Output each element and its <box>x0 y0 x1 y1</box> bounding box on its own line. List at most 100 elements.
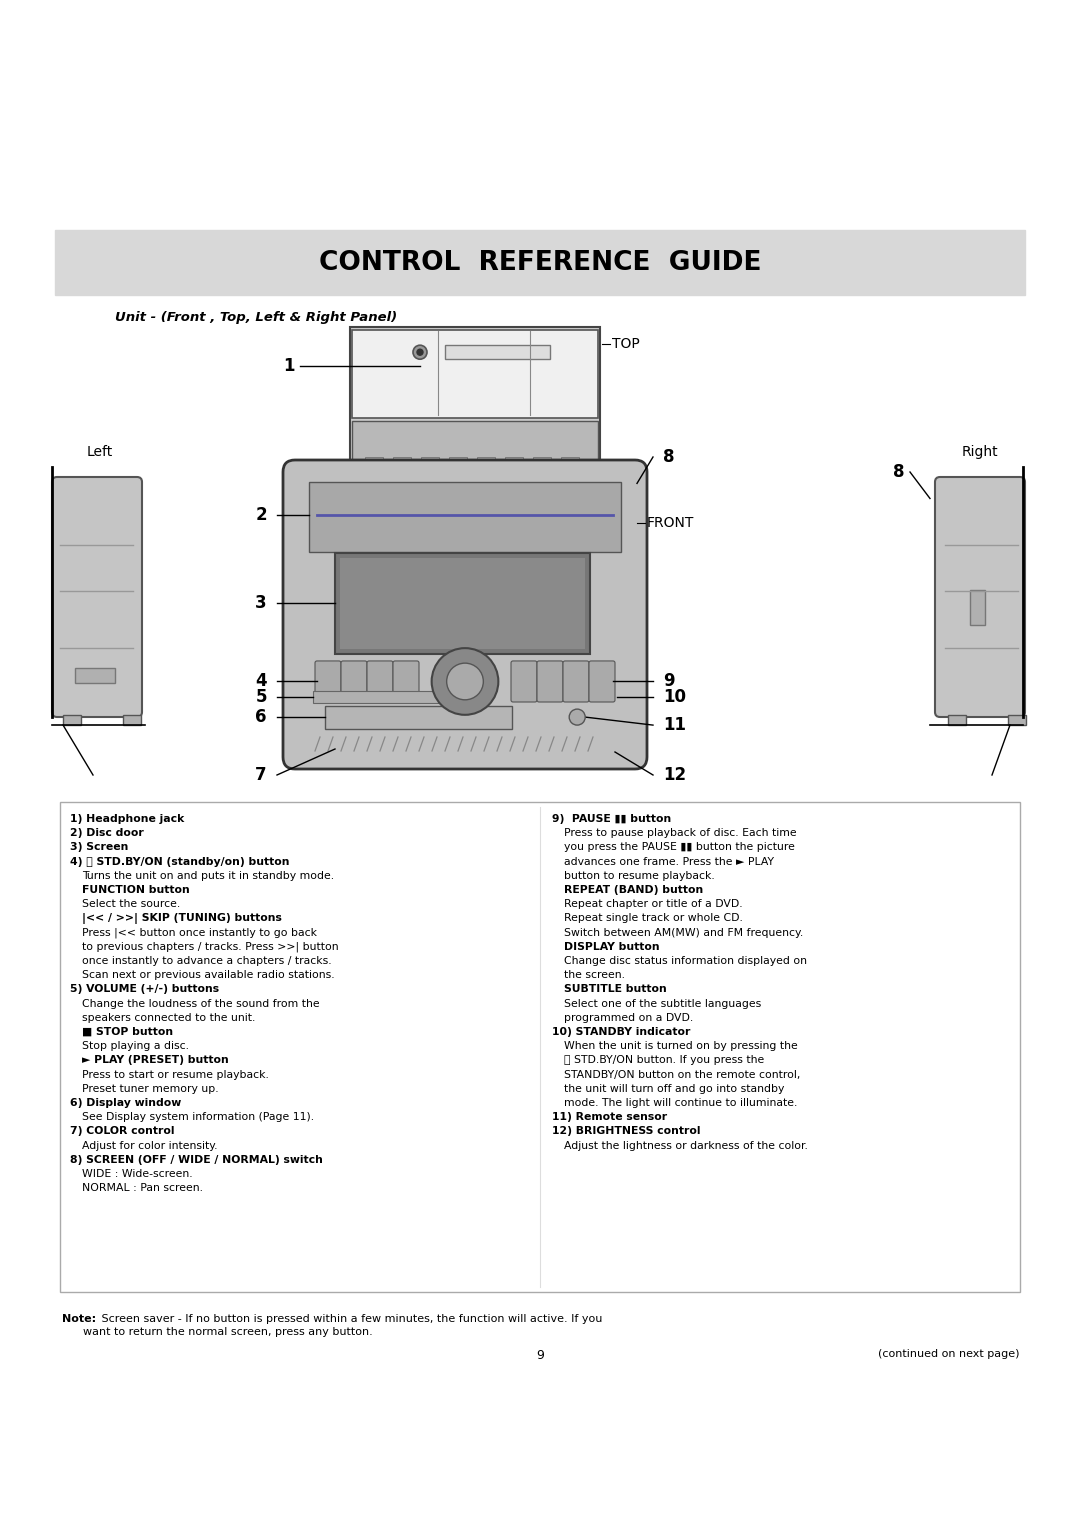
Text: Adjust for color intensity.: Adjust for color intensity. <box>82 1141 217 1151</box>
Text: Change disc status information displayed on: Change disc status information displayed… <box>564 956 807 967</box>
Text: Adjust the lightness or darkness of the color.: Adjust the lightness or darkness of the … <box>564 1141 808 1151</box>
Text: NORMAL : Pan screen.: NORMAL : Pan screen. <box>82 1183 203 1193</box>
Text: Switch between AM(MW) and FM frequency.: Switch between AM(MW) and FM frequency. <box>564 927 804 938</box>
Text: Turns the unit on and puts it in standby mode.: Turns the unit on and puts it in standby… <box>82 870 334 881</box>
Text: Unit - (Front , Top, Left & Right Panel): Unit - (Front , Top, Left & Right Panel) <box>114 310 397 324</box>
Text: 8) SCREEN (OFF / WIDE / NORMAL) switch: 8) SCREEN (OFF / WIDE / NORMAL) switch <box>70 1154 323 1165</box>
Text: 7: 7 <box>255 767 267 783</box>
Text: 2) Disc door: 2) Disc door <box>70 828 144 838</box>
Bar <box>421 457 438 466</box>
Text: SUBTITLE button: SUBTITLE button <box>564 985 666 994</box>
Text: Screen saver - If no button is pressed within a few minutes, the function will a: Screen saver - If no button is pressed w… <box>98 1315 603 1324</box>
Bar <box>313 692 465 702</box>
Text: 11) Remote sensor: 11) Remote sensor <box>552 1112 667 1122</box>
Circle shape <box>413 345 427 359</box>
Bar <box>75 667 114 683</box>
Bar <box>335 553 590 654</box>
FancyBboxPatch shape <box>589 661 615 702</box>
Text: 11: 11 <box>663 716 686 734</box>
Text: CONTROL  REFERENCE  GUIDE: CONTROL REFERENCE GUIDE <box>319 249 761 275</box>
FancyBboxPatch shape <box>315 661 341 702</box>
Bar <box>63 715 81 725</box>
Text: Press to start or resume playback.: Press to start or resume playback. <box>82 1069 269 1080</box>
Text: 3: 3 <box>255 594 267 612</box>
Text: 10) STANDBY indicator: 10) STANDBY indicator <box>552 1028 690 1037</box>
FancyBboxPatch shape <box>367 661 393 702</box>
Text: 9: 9 <box>536 1348 544 1362</box>
FancyBboxPatch shape <box>350 327 600 467</box>
Text: 7) COLOR control: 7) COLOR control <box>70 1127 175 1136</box>
Bar <box>123 715 141 725</box>
Text: programmed on a DVD.: programmed on a DVD. <box>564 1012 693 1023</box>
Text: |<< / >>| SKIP (TUNING) buttons: |<< / >>| SKIP (TUNING) buttons <box>82 913 282 924</box>
Bar <box>449 457 467 466</box>
FancyBboxPatch shape <box>393 661 419 702</box>
Bar <box>55 231 1025 295</box>
Text: once instantly to advance a chapters / tracks.: once instantly to advance a chapters / t… <box>82 956 332 967</box>
Text: ⓘ STD.BY/ON button. If you press the: ⓘ STD.BY/ON button. If you press the <box>564 1055 765 1066</box>
Bar <box>340 557 585 649</box>
Text: FRONT: FRONT <box>647 516 694 530</box>
Bar <box>325 705 512 728</box>
Text: 4) ⓘ STD.BY/ON (standby/on) button: 4) ⓘ STD.BY/ON (standby/on) button <box>70 857 289 867</box>
Bar <box>948 715 966 725</box>
Text: Change the loudness of the sound from the: Change the loudness of the sound from th… <box>82 999 320 1009</box>
Bar <box>393 457 411 466</box>
Text: 8: 8 <box>663 447 675 466</box>
Text: WIDE : Wide-screen.: WIDE : Wide-screen. <box>82 1170 192 1179</box>
FancyBboxPatch shape <box>935 476 1025 718</box>
Text: When the unit is turned on by pressing the: When the unit is turned on by pressing t… <box>564 1041 798 1051</box>
Text: 12) BRIGHTNESS control: 12) BRIGHTNESS control <box>552 1127 701 1136</box>
FancyBboxPatch shape <box>283 460 647 770</box>
Circle shape <box>417 350 423 356</box>
Text: Repeat chapter or title of a DVD.: Repeat chapter or title of a DVD. <box>564 899 743 909</box>
Text: (continued on next page): (continued on next page) <box>878 1348 1020 1359</box>
Text: 3) Screen: 3) Screen <box>70 843 129 852</box>
Bar <box>561 457 579 466</box>
FancyBboxPatch shape <box>511 661 537 702</box>
Text: 5: 5 <box>256 689 267 705</box>
Bar <box>534 457 551 466</box>
Text: 1) Headphone jack: 1) Headphone jack <box>70 814 185 825</box>
Bar <box>1008 715 1026 725</box>
Text: you press the PAUSE ▮▮ button the picture: you press the PAUSE ▮▮ button the pictur… <box>564 843 795 852</box>
Text: 9: 9 <box>663 672 675 690</box>
FancyBboxPatch shape <box>341 661 367 702</box>
Text: ■ STOP button: ■ STOP button <box>82 1028 173 1037</box>
Bar <box>352 330 598 418</box>
Text: Press |<< button once instantly to go back: Press |<< button once instantly to go ba… <box>82 927 318 938</box>
Bar <box>445 345 550 359</box>
Bar <box>60 802 1020 1292</box>
Circle shape <box>569 709 585 725</box>
Text: Select one of the subtitle languages: Select one of the subtitle languages <box>564 999 761 1009</box>
Text: the screen.: the screen. <box>564 970 625 980</box>
Text: speakers connected to the unit.: speakers connected to the unit. <box>82 1012 255 1023</box>
Text: the unit will turn off and go into standby: the unit will turn off and go into stand… <box>564 1084 784 1093</box>
Text: ► PLAY (PRESET) button: ► PLAY (PRESET) button <box>82 1055 229 1066</box>
Text: Stop playing a disc.: Stop playing a disc. <box>82 1041 189 1051</box>
Bar <box>970 589 985 625</box>
Text: Repeat single track or whole CD.: Repeat single track or whole CD. <box>564 913 743 924</box>
Circle shape <box>432 647 498 715</box>
Text: 5) VOLUME (+/-) buttons: 5) VOLUME (+/-) buttons <box>70 985 219 994</box>
Bar <box>477 457 495 466</box>
Text: button to resume playback.: button to resume playback. <box>564 870 715 881</box>
Text: Select the source.: Select the source. <box>82 899 180 909</box>
Text: 9)  PAUSE ▮▮ button: 9) PAUSE ▮▮ button <box>552 814 672 825</box>
Text: Left: Left <box>86 444 113 460</box>
Text: Right: Right <box>961 444 998 460</box>
Text: want to return the normal screen, press any button.: want to return the normal screen, press … <box>62 1327 373 1338</box>
Text: FUNCTION button: FUNCTION button <box>82 886 190 895</box>
Text: REPEAT (BAND) button: REPEAT (BAND) button <box>564 886 703 895</box>
Bar <box>365 457 383 466</box>
Text: Press to pause playback of disc. Each time: Press to pause playback of disc. Each ti… <box>564 828 797 838</box>
Bar <box>309 483 621 551</box>
FancyBboxPatch shape <box>537 661 563 702</box>
Text: 10: 10 <box>663 689 686 705</box>
Text: 8: 8 <box>893 463 905 481</box>
Text: TOP: TOP <box>612 337 639 351</box>
Text: to previous chapters / tracks. Press >>| button: to previous chapters / tracks. Press >>|… <box>82 942 339 953</box>
Text: DISPLAY button: DISPLAY button <box>564 942 660 951</box>
Bar <box>352 421 598 467</box>
Bar <box>505 457 523 466</box>
